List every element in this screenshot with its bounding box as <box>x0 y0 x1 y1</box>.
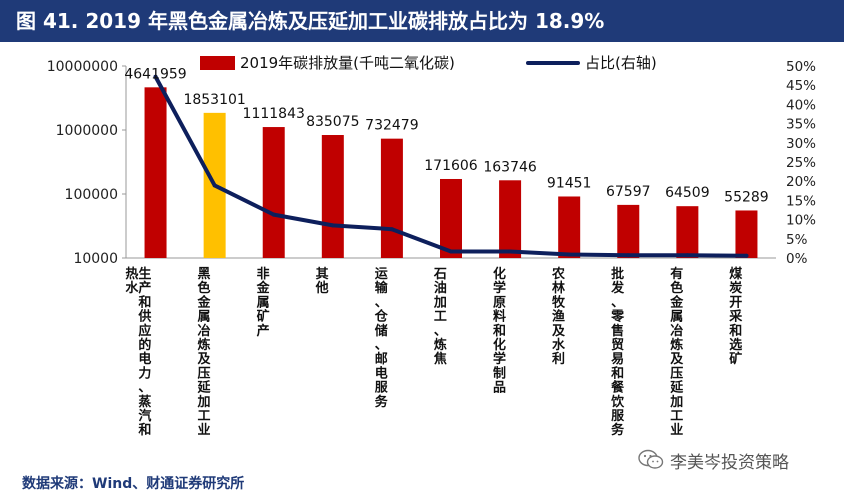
y2-tick-label: 30% <box>786 136 816 152</box>
category-label: 化学原料和化学制品 <box>493 266 506 396</box>
share-point <box>685 253 690 258</box>
bar-value-label: 55289 <box>724 189 769 205</box>
category-label: 煤炭开采和选矿 <box>728 266 743 367</box>
bar-value-label: 67597 <box>606 184 651 200</box>
category-label: 生产和供应的电力、蒸汽和热水 <box>125 266 151 438</box>
category-label: 其他 <box>315 266 329 296</box>
bar-value-label: 163746 <box>483 159 537 175</box>
y-tick-label: 10000000 <box>47 59 118 75</box>
category-label: 黑色金属冶炼及压延加工业 <box>196 267 211 438</box>
watermark: 李美岑投资策略 <box>638 446 789 474</box>
y2-tick-label: 35% <box>786 117 816 133</box>
chart-title: 图 41. 2019 年黑色金属冶炼及压延加工业碳排放占比为 18.9% <box>0 0 844 42</box>
share-point <box>212 183 217 188</box>
legend-line-label: 占比(右轴) <box>585 54 657 72</box>
share-point <box>744 253 749 258</box>
y2-tick-label: 25% <box>786 155 816 171</box>
share-point <box>508 249 513 254</box>
y2-tick-label: 50% <box>786 59 816 75</box>
share-point <box>626 253 631 258</box>
y2-tick-label: 5% <box>786 232 808 248</box>
share-point <box>567 252 572 257</box>
bar <box>144 87 167 258</box>
y2-tick-label: 40% <box>786 97 816 113</box>
bar <box>676 206 699 258</box>
y2-tick-label: 20% <box>786 174 816 190</box>
legend-bar-swatch <box>200 56 235 70</box>
wechat-icon <box>638 449 664 469</box>
category-label: 批发、零售贸易和餐饮服务 <box>610 266 625 438</box>
share-point <box>389 227 394 232</box>
share-point <box>449 249 453 254</box>
bar <box>321 135 344 258</box>
share-point <box>153 74 158 79</box>
bar <box>558 196 581 258</box>
y-tick-label: 10000 <box>73 251 118 267</box>
legend-bar-label: 2019年碳排放量(千吨二氧化碳) <box>240 54 455 72</box>
bar-value-label: 1853101 <box>183 92 245 108</box>
bar <box>262 127 285 258</box>
y2-tick-label: 0% <box>786 251 808 267</box>
bar <box>499 180 522 258</box>
y2-tick-label: 15% <box>786 193 816 209</box>
y-tick-label: 1000000 <box>56 123 118 139</box>
bar <box>380 138 403 258</box>
category-label: 有色金属冶炼及压延加工业 <box>669 266 684 438</box>
y-tick-label: 100000 <box>65 187 118 203</box>
y2-tick-label: 45% <box>786 78 816 94</box>
bar-value-label: 732479 <box>365 118 418 134</box>
share-point <box>271 212 276 217</box>
bar <box>440 178 462 258</box>
bar-value-label: 171606 <box>424 158 478 174</box>
bar-value-label: 4641959 <box>124 66 186 82</box>
category-label: 农林牧渔及水利 <box>551 266 566 367</box>
bar-value-label: 1111843 <box>243 106 305 122</box>
bar <box>735 210 758 258</box>
bar-value-label: 91451 <box>547 175 592 191</box>
category-label: 运输、仓储、邮电服务 <box>374 267 389 410</box>
data-source: 数据来源：Wind、财通证券研究所 <box>22 476 245 492</box>
bar <box>617 204 640 258</box>
bar-value-label: 64509 <box>665 185 710 201</box>
watermark-text: 李美岑投资策略 <box>670 452 789 473</box>
bar-value-label: 835075 <box>306 114 359 130</box>
y2-tick-label: 10% <box>786 213 816 229</box>
share-point <box>330 223 335 228</box>
category-label: 石油加工、炼焦 <box>433 267 447 367</box>
category-label: 非金属矿产 <box>256 266 271 339</box>
